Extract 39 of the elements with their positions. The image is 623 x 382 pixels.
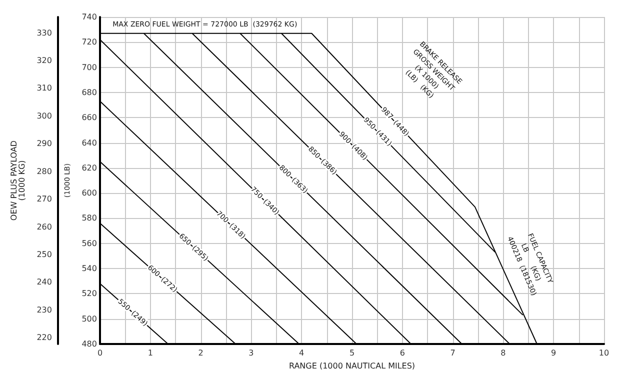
y-tick-label: 680	[82, 88, 97, 97]
y2-tick-label: 320	[36, 56, 52, 66]
x-tick-label: 1	[148, 348, 153, 358]
y-tick-label: 620	[82, 163, 97, 172]
y-tick-label: 660	[82, 113, 97, 122]
x-tick-label: 5	[349, 348, 355, 358]
y-tick-label: 740	[82, 12, 97, 22]
y-tick-label: 640	[82, 138, 97, 148]
y2-tick-label: 290	[36, 139, 52, 148]
y2-tick-label: 250	[36, 250, 52, 259]
y-tick-label: 540	[82, 264, 97, 274]
y-tick-label: 700	[82, 62, 97, 72]
y2-tick-label: 220	[36, 333, 52, 342]
y2-tick-label: 310	[36, 84, 52, 93]
x-tick-label: 2	[198, 348, 204, 358]
x-axis-title: RANGE (1000 NAUTICAL MILES)	[288, 362, 416, 370]
y2-tick-label: 230	[36, 305, 52, 314]
x-tick-label: 6	[400, 348, 405, 358]
y2-tick-label: 300	[36, 111, 52, 120]
y2-tick-label: 270	[36, 194, 52, 204]
y2-tick-label: 240	[36, 278, 52, 287]
y-tick-label: 720	[82, 38, 97, 47]
y2-tick-label: 280	[36, 166, 52, 176]
y2-tick-label: 260	[36, 222, 52, 232]
y-tick-label: 560	[82, 238, 97, 248]
y-tick-label: 580	[82, 214, 97, 223]
x-tick-label: 0	[97, 348, 103, 358]
y2-axis-title: OEW PLUS PAYLOAD (1000 KG)	[9, 140, 26, 221]
x-tick-label: 8	[500, 348, 506, 358]
y-tick-label: 480	[82, 340, 97, 348]
y2-tick-label: 330	[36, 28, 52, 38]
x-tick-label: 7	[450, 348, 456, 358]
x-tick-label: 4	[299, 348, 304, 358]
y-tick-label: 500	[82, 314, 97, 324]
y-tick-label: 600	[82, 188, 97, 198]
x-tick-label: 10	[598, 348, 610, 358]
x-tick-label: 9	[551, 348, 556, 358]
y-tick-label: 520	[82, 289, 97, 298]
x-tick-label: 3	[248, 348, 254, 358]
